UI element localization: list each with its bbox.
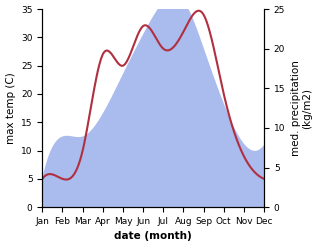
Y-axis label: max temp (C): max temp (C): [5, 72, 16, 144]
Y-axis label: med. precipitation
(kg/m2): med. precipitation (kg/m2): [291, 60, 313, 156]
X-axis label: date (month): date (month): [114, 231, 192, 242]
